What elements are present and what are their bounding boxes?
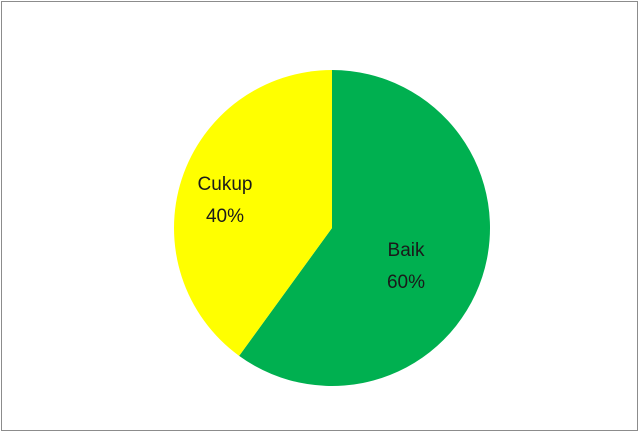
slice-category-label: Cukup: [198, 174, 253, 195]
pie-slice-baik: [239, 70, 490, 387]
pie-labels: Baik 60% Cukup 40%: [198, 174, 426, 293]
slice-category-label: Baik: [388, 240, 425, 261]
pie-slice-cukup: [174, 70, 332, 356]
slice-value-label: 40%: [206, 206, 244, 227]
pie-slices: [174, 70, 490, 387]
slice-value-label: 60%: [387, 272, 425, 293]
